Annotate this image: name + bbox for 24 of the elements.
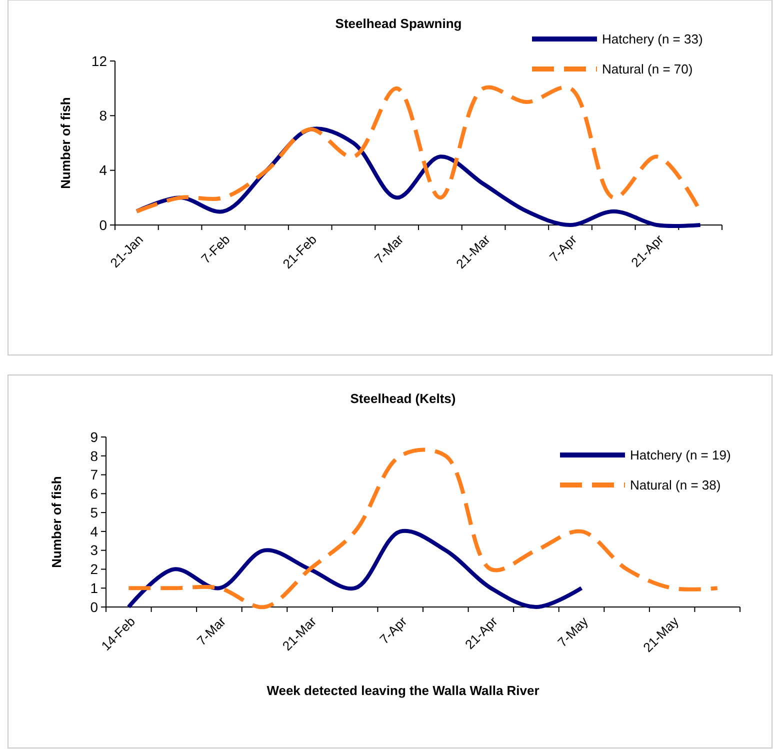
legend-label: Hatchery (n = 19) bbox=[630, 448, 731, 463]
y-tick-label: 0 bbox=[90, 598, 98, 615]
y-tick-label: 4 bbox=[99, 162, 108, 178]
y-axis-title: Number of fish bbox=[49, 476, 64, 568]
legend-label: Hatchery (n = 33) bbox=[602, 32, 703, 47]
y-tick-label: 3 bbox=[90, 542, 98, 558]
y-tick-label: 1 bbox=[90, 580, 98, 596]
x-axis-title: Week detected leaving the Walla Walla River bbox=[266, 683, 540, 698]
y-tick-label: 0 bbox=[99, 216, 108, 233]
chart-title: Steelhead (Kelts) bbox=[350, 391, 456, 406]
y-tick-label: 7 bbox=[90, 466, 98, 483]
y-tick-label: 5 bbox=[90, 504, 98, 520]
y-axis-title: Number of fish bbox=[58, 97, 73, 189]
y-tick-label: 9 bbox=[90, 428, 98, 445]
y-tick-label: 6 bbox=[90, 486, 98, 502]
line-series bbox=[126, 528, 584, 609]
y-tick-label: 8 bbox=[90, 448, 98, 464]
legend-label: Natural (n = 38) bbox=[630, 478, 721, 493]
legend-label: Natural (n = 70) bbox=[602, 62, 693, 77]
y-tick-label: 8 bbox=[99, 108, 108, 124]
y-tick-label: 12 bbox=[91, 52, 108, 69]
y-tick-label: 2 bbox=[90, 561, 98, 578]
chart-title: Steelhead Spawning bbox=[335, 16, 462, 31]
y-tick-label: 4 bbox=[90, 523, 98, 540]
